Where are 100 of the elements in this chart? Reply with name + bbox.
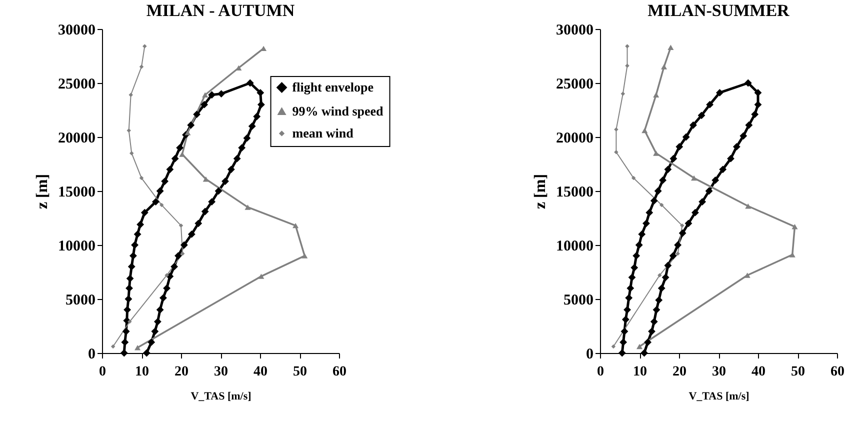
point (618, 349, 626, 357)
point (659, 176, 667, 184)
y-tick-label: 0 (586, 346, 594, 362)
point (732, 143, 740, 150)
point (611, 344, 616, 349)
point (201, 208, 209, 216)
point (202, 176, 209, 182)
legend-label: mean wind (292, 125, 354, 140)
point (208, 198, 216, 206)
point (652, 306, 660, 314)
point (650, 197, 658, 204)
point (160, 294, 167, 302)
point (208, 91, 216, 99)
point (664, 262, 672, 270)
point (614, 150, 618, 154)
y-axis-title: z [m] (532, 174, 549, 210)
point (698, 198, 706, 206)
point (648, 328, 656, 336)
point (632, 252, 640, 260)
point (246, 79, 254, 87)
point (642, 128, 648, 134)
point (646, 208, 654, 216)
point (620, 92, 626, 96)
point (253, 112, 261, 120)
point (642, 220, 650, 228)
y-tick-label: 5000 (66, 292, 96, 308)
point (130, 151, 134, 156)
point (248, 122, 256, 130)
point (200, 100, 208, 108)
point (161, 178, 169, 185)
point (631, 176, 636, 180)
point (163, 284, 170, 292)
point (625, 44, 630, 48)
point (658, 273, 662, 278)
point (244, 204, 251, 210)
point (258, 274, 264, 279)
point (202, 92, 208, 98)
point (620, 338, 628, 346)
point (184, 130, 191, 136)
point (635, 241, 643, 249)
point (188, 230, 196, 238)
point (218, 90, 225, 98)
point (136, 220, 144, 228)
chart-title: MILAN-SUMMER (648, 1, 790, 20)
point (243, 134, 251, 142)
point (256, 89, 264, 96)
point (160, 202, 164, 208)
point (292, 222, 299, 228)
point (655, 296, 663, 304)
point (658, 284, 666, 292)
point (142, 349, 150, 357)
point (751, 110, 759, 118)
point (638, 230, 646, 238)
point (142, 44, 147, 48)
point (644, 338, 652, 346)
point (214, 187, 222, 195)
point (126, 284, 133, 292)
legend-label: 99% wind speed (292, 103, 384, 118)
point (233, 154, 241, 162)
point (154, 318, 162, 326)
point (670, 154, 678, 162)
point (706, 100, 714, 108)
point (669, 252, 677, 260)
point (194, 220, 202, 228)
point (650, 318, 658, 326)
point (668, 44, 674, 50)
point (126, 274, 134, 282)
point (193, 110, 201, 118)
x-tick-label: 60 (332, 364, 346, 380)
point (740, 132, 748, 140)
point (148, 338, 156, 346)
point (792, 224, 798, 230)
point (166, 166, 174, 174)
point (654, 187, 662, 195)
point (664, 166, 672, 174)
point (705, 187, 713, 195)
point (628, 274, 636, 282)
x-tick-label: 10 (633, 364, 647, 380)
point (727, 154, 734, 162)
point (180, 241, 188, 249)
point (124, 295, 132, 303)
point (176, 144, 184, 152)
point (653, 92, 660, 98)
x-tick-label: 50 (791, 364, 805, 380)
point (174, 252, 182, 260)
point (110, 344, 116, 349)
point (302, 253, 308, 258)
point (164, 273, 169, 278)
point (624, 306, 631, 314)
y-tick-label: 10000 (58, 238, 96, 254)
y-tick-label: 15000 (58, 184, 96, 200)
point (674, 241, 682, 249)
y-tick-label: 30000 (556, 22, 594, 38)
x-tick-label: 60 (830, 364, 844, 380)
point (660, 202, 664, 208)
point (222, 178, 229, 185)
x-axis-title: V_TAS [m/s] (190, 390, 252, 402)
point (257, 100, 265, 108)
point (719, 166, 727, 174)
y-tick-label: 10000 (556, 238, 594, 254)
